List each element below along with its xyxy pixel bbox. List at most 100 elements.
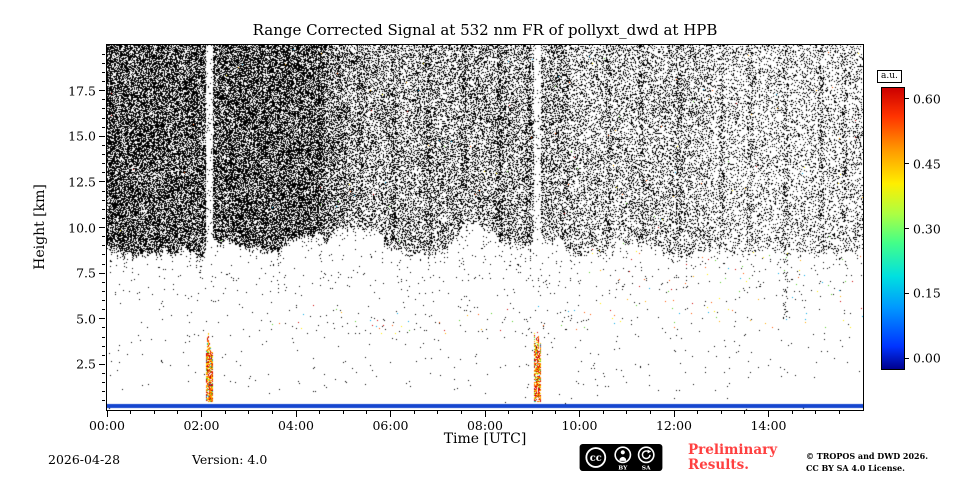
x-tick <box>201 411 202 417</box>
colorbar-tick <box>905 163 909 165</box>
y-minor-tick <box>102 400 105 402</box>
colorbar-tick-label: 0.00 <box>913 350 941 366</box>
preliminary-line2: Results. <box>688 457 749 474</box>
preliminary-line1: Preliminary <box>688 442 778 458</box>
y-tick-label: 2.5 <box>76 356 96 372</box>
y-tick-label: 7.5 <box>76 265 96 281</box>
cc-license-badge: cc BY SA <box>579 444 663 471</box>
y-minor-tick <box>102 108 105 110</box>
y-minor-tick <box>102 81 105 82</box>
x-minor-tick <box>224 411 226 414</box>
y-minor-tick <box>102 71 105 73</box>
y-axis-label: Height [km] <box>32 184 48 270</box>
cc-icon-text: cc <box>590 453 602 464</box>
y-tick-label: 12.5 <box>68 174 96 190</box>
cc-icon: cc <box>585 447 607 468</box>
y-minor-tick <box>102 208 105 210</box>
x-minor-tick <box>697 411 699 414</box>
version-label: Version: 4.0 <box>192 452 268 467</box>
sa-icon: SA <box>637 446 655 471</box>
colorbar <box>881 87 905 370</box>
y-tick <box>99 227 105 228</box>
y-minor-tick <box>102 345 105 347</box>
copyright-line1: © TROPOS and DWD 2026. <box>806 451 928 461</box>
colorbar-tick-label: 0.45 <box>913 156 941 172</box>
x-minor-tick <box>744 411 746 414</box>
y-minor-tick <box>102 53 105 55</box>
x-minor-tick <box>153 411 155 414</box>
y-tick-label: 17.5 <box>68 83 96 99</box>
y-tick <box>99 363 105 365</box>
y-minor-tick <box>102 254 105 256</box>
copyright-line2: CC BY SA 4.0 License. <box>806 462 905 473</box>
y-minor-tick <box>102 290 105 292</box>
y-tick <box>99 318 105 320</box>
badge-plate <box>579 444 663 471</box>
x-tick-label: 00:00 <box>88 418 126 433</box>
x-tick-label: 14:00 <box>750 418 787 433</box>
by-icon-text: BY <box>618 466 628 471</box>
x-minor-tick <box>508 411 510 414</box>
y-tick <box>99 181 105 183</box>
y-minor-tick <box>102 236 105 238</box>
y-minor-tick <box>102 99 105 101</box>
date-label: 2026-04-28 <box>48 452 121 467</box>
x-minor-tick <box>342 411 344 414</box>
y-minor-tick <box>102 163 105 165</box>
y-minor-tick <box>102 126 105 128</box>
by-icon: BY <box>614 446 632 471</box>
y-tick <box>99 135 105 137</box>
x-minor-tick <box>366 411 368 414</box>
x-tick-label: 12:00 <box>655 418 693 433</box>
x-tick <box>295 411 297 417</box>
x-minor-tick <box>791 411 793 414</box>
y-minor-tick <box>102 309 105 311</box>
y-minor-tick <box>102 391 105 393</box>
x-minor-tick <box>649 411 651 414</box>
colorbar-tick <box>905 228 909 229</box>
x-minor-tick <box>531 411 533 414</box>
preliminary-note: Preliminary Results. <box>688 442 778 474</box>
x-tick <box>579 411 580 417</box>
y-minor-tick <box>102 190 105 192</box>
y-minor-tick <box>102 354 105 356</box>
copyright-note: © TROPOS and DWD 2026. CC BY SA 4.0 Lice… <box>806 451 928 474</box>
x-tick <box>768 411 769 417</box>
y-minor-tick <box>102 199 105 201</box>
colorbar-tick-label: 0.15 <box>913 285 941 301</box>
x-tick <box>673 411 675 417</box>
y-tick-label: 10.0 <box>68 220 96 235</box>
x-minor-tick <box>602 411 604 414</box>
y-minor-tick <box>102 172 105 174</box>
x-tick-label: 10:00 <box>561 418 598 433</box>
x-tick-label: 06:00 <box>372 418 409 433</box>
x-minor-tick <box>720 411 722 414</box>
x-minor-tick <box>555 411 557 414</box>
x-tick-label: 04:00 <box>277 418 315 433</box>
x-minor-tick <box>177 411 179 414</box>
y-minor-tick <box>102 117 105 119</box>
y-minor-tick <box>102 217 105 219</box>
y-minor-tick <box>102 382 105 384</box>
x-minor-tick <box>130 411 132 414</box>
y-tick <box>99 272 105 274</box>
x-minor-tick <box>838 411 840 414</box>
colorbar-tick-label: 0.60 <box>913 91 941 107</box>
x-axis-label: Time [UTC] <box>443 431 527 447</box>
colorbar-tick-label: 0.30 <box>913 221 941 236</box>
x-minor-tick <box>437 411 439 414</box>
x-minor-tick <box>626 411 628 414</box>
y-minor-tick <box>102 144 105 146</box>
y-tick <box>99 90 105 92</box>
y-minor-tick <box>102 281 105 283</box>
colorbar-tick <box>905 357 909 359</box>
x-tick <box>106 411 108 417</box>
x-minor-tick <box>248 411 250 414</box>
x-tick <box>390 411 391 417</box>
x-minor-tick <box>271 411 273 414</box>
x-minor-tick <box>460 411 462 414</box>
y-minor-tick <box>102 373 105 374</box>
x-tick-label: 08:00 <box>466 418 504 433</box>
y-tick-label: 5.0 <box>76 311 96 327</box>
